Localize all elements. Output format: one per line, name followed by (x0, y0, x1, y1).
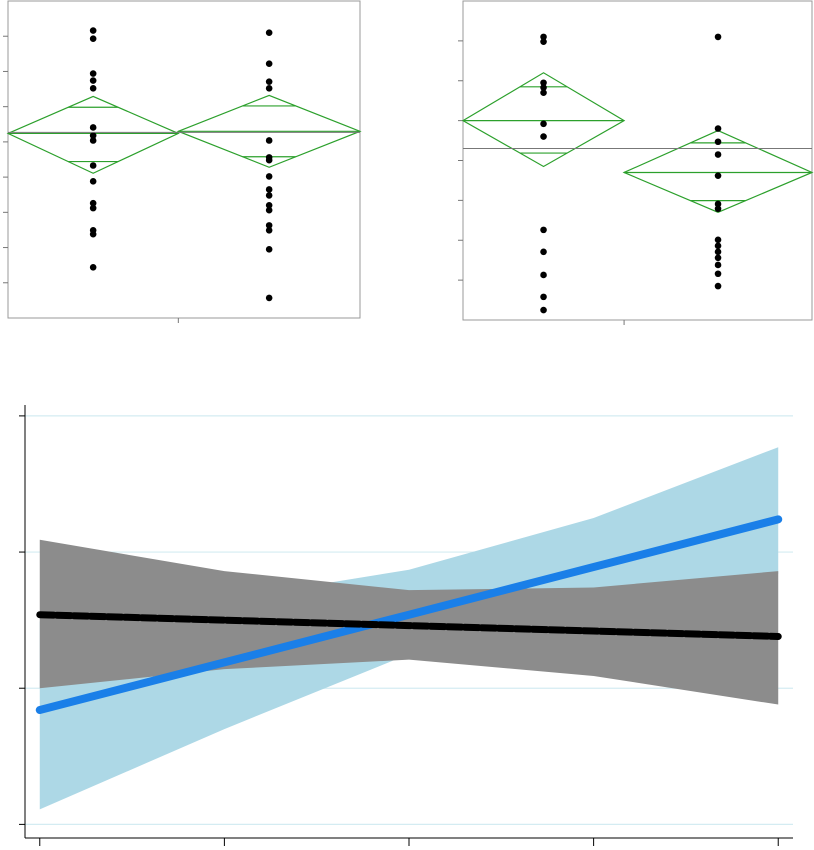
fit-line (36, 611, 782, 640)
data-point (540, 120, 547, 128)
data-point (540, 306, 547, 314)
data-point (265, 29, 273, 36)
data-point (89, 263, 97, 271)
data-point (714, 138, 722, 146)
data-point (714, 33, 722, 41)
data-point (89, 137, 97, 144)
data-point (265, 206, 273, 214)
data-point (714, 282, 722, 290)
plot-frame (7, 0, 361, 319)
data-point (265, 60, 273, 67)
data-point (265, 201, 273, 209)
data-point (265, 192, 273, 199)
data-point (265, 173, 273, 180)
data-point (540, 293, 547, 301)
data-point (265, 78, 273, 85)
data-point (540, 248, 547, 256)
data-point (714, 205, 722, 213)
data-point (265, 186, 273, 193)
data-point (89, 35, 97, 42)
data-point (265, 294, 273, 302)
data-point (714, 236, 722, 244)
data-point (89, 162, 97, 169)
data-point (265, 246, 273, 253)
data-point (89, 124, 97, 131)
data-point (540, 133, 547, 140)
data-point (89, 132, 97, 139)
data-point (265, 156, 273, 164)
data-point (714, 254, 722, 262)
plot-frame (462, 0, 813, 321)
data-point (714, 242, 722, 250)
data-point (89, 85, 97, 92)
data-point (265, 222, 273, 229)
data-point (714, 125, 722, 132)
data-point (714, 172, 722, 179)
data-point (89, 70, 97, 77)
fit-line (35, 515, 783, 715)
data-point (714, 151, 722, 158)
data-point (540, 84, 547, 91)
data-point (540, 38, 547, 45)
data-point (540, 33, 547, 41)
data-point (714, 200, 722, 208)
data-point (540, 79, 547, 87)
data-point (89, 77, 97, 84)
data-point (714, 270, 722, 278)
data-point (89, 27, 97, 34)
data-point (89, 204, 97, 212)
data-point (540, 226, 547, 234)
data-point (265, 137, 273, 144)
data-point (265, 226, 273, 234)
data-point (89, 230, 97, 238)
data-point (714, 248, 722, 256)
data-point (540, 271, 547, 279)
data-point (265, 85, 273, 92)
data-point (714, 261, 722, 269)
data-point (89, 199, 97, 207)
data-point (89, 178, 97, 185)
data-point (540, 89, 547, 97)
